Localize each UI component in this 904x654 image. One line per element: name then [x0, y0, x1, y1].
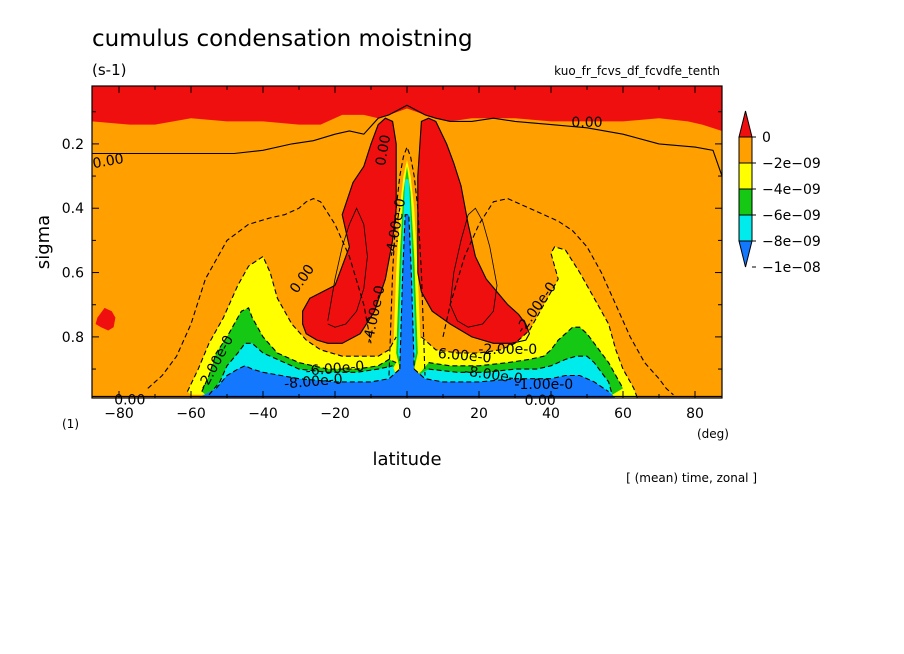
colorbar-label-3: −6e−09	[762, 208, 821, 224]
contour-label-11: 6.00e-0	[437, 346, 492, 367]
x-tick-label-5: 20	[470, 406, 488, 422]
colorbar-label-0: 0	[762, 130, 771, 146]
y-tick-label-0: 0.2	[62, 137, 84, 153]
x-tick-label-2: −40	[248, 406, 278, 422]
footnote: [ (mean) time, zonal ]	[626, 471, 757, 485]
contour-label-13: -8.00e-0	[283, 371, 343, 392]
x-tick-label-8: 80	[686, 406, 704, 422]
x-tick-label-0: −80	[104, 406, 134, 422]
region-red-right-column	[417, 118, 530, 344]
filled-contours	[92, 86, 722, 398]
colorbar-swatch-4	[738, 214, 753, 242]
contour-line-17	[449, 207, 498, 328]
contour-label-8: -2.00e-0	[478, 342, 537, 358]
y-axis: 0.2 0.4 0.6 0.8	[62, 111, 722, 370]
colorbar-swatch-2	[738, 162, 753, 190]
contour-label-15: -1.00e-0	[514, 377, 573, 393]
units-label: (s-1)	[92, 61, 126, 79]
contour-line-9	[201, 307, 397, 392]
contour-line-15	[399, 214, 415, 370]
x-unit-label: (deg)	[697, 427, 729, 441]
colorbar-label-2: −4e−09	[762, 182, 821, 198]
colorbar-arrow-bottom	[738, 240, 753, 268]
colorbar-label-4: −8e−09	[762, 234, 821, 250]
colorbar-swatch-1	[738, 136, 753, 164]
x-tick-label-6: 40	[542, 406, 560, 422]
contour-line-1	[302, 117, 397, 344]
y-tick-label-3: 0.8	[62, 330, 84, 346]
run-name-label: kuo_fr_fcvs_df_fcvdfe_tenth	[554, 64, 720, 78]
x-axis-label: latitude	[372, 449, 441, 470]
region-red-top	[92, 86, 722, 131]
contour-line-13	[215, 365, 401, 389]
contour-label-12: -6.00e-0	[305, 359, 365, 380]
colorbar-label-1: −2e−09	[762, 156, 821, 172]
contour-label-4: 0.00	[114, 393, 145, 409]
colorbar-arrow-top	[738, 110, 753, 138]
contour-line-10	[428, 326, 624, 389]
contour-line-12	[428, 355, 613, 395]
contour-line-2	[417, 117, 531, 344]
x-axis: −80 −60 −40 −20 0 20 40 60 80	[104, 86, 704, 422]
y-tick-label-2: 0.6	[62, 266, 84, 282]
y-tick-label-1: 0.4	[62, 201, 84, 217]
contour-label-3: 0.00	[373, 134, 394, 167]
contour-line-11	[208, 342, 393, 396]
x-tick-label-4: 0	[403, 406, 412, 422]
contour-label-1: 0.00	[571, 115, 602, 131]
x-tick-label-7: 60	[614, 406, 632, 422]
colorbar: 0 −2e−09 −4e−09 −6e−09 −8e−09 −1e−08	[738, 110, 821, 276]
x-tick-label-1: −60	[176, 406, 206, 422]
contour-label-5: 0.00	[525, 393, 556, 409]
chart-title: cumulus condensation moistning	[92, 26, 473, 52]
contour-line-16	[327, 207, 368, 328]
x-tick-label-3: −20	[320, 406, 350, 422]
y-axis-label: sigma	[33, 215, 54, 269]
region-red-blob-west	[95, 307, 116, 331]
y-unit-tag: (1)	[62, 417, 79, 431]
contour-line-0	[92, 104, 722, 177]
colorbar-label-5: −1e−08	[762, 260, 821, 276]
region-red-left-column	[302, 118, 397, 344]
contour-line-14	[413, 368, 609, 393]
contour-line-6	[388, 145, 426, 376]
contour-line-7	[147, 197, 372, 389]
region-blue-bottom	[198, 214, 616, 398]
colorbar-swatch-3	[738, 188, 753, 216]
contour-line-4	[186, 255, 397, 392]
contour-label-0: 0.00	[91, 151, 124, 172]
